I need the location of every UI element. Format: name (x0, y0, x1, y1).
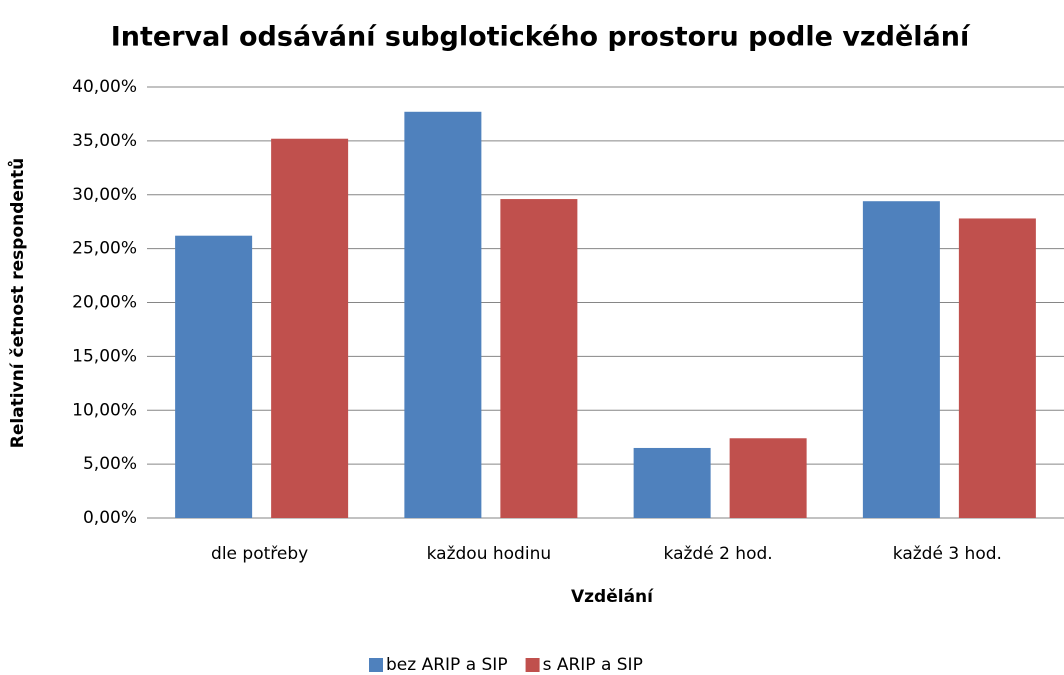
chart-title: Interval odsávání subglotického prostoru… (111, 22, 971, 53)
y-tick-label: 15,00% (72, 346, 137, 366)
x-axis-label: Vzdělání (571, 587, 654, 607)
y-tick-label: 25,00% (72, 239, 137, 259)
x-tick-label: dle potřeby (211, 544, 308, 564)
bar (862, 201, 940, 518)
bar (729, 438, 807, 518)
y-tick-label: 30,00% (72, 185, 137, 205)
bar (958, 218, 1036, 518)
y-tick-label: 40,00% (72, 77, 137, 97)
y-axis-label: Relativní četnost respondentů (6, 158, 28, 449)
bar (404, 111, 482, 518)
legend-swatch (369, 658, 383, 672)
bar (271, 138, 349, 518)
y-tick-label: 35,00% (72, 131, 137, 151)
y-tick-label: 20,00% (72, 293, 137, 313)
x-tick-label: každé 2 hod. (664, 544, 773, 564)
bar (175, 235, 253, 518)
x-tick-label: každou hodinu (427, 544, 552, 564)
legend-label: s ARIP a SIP (543, 655, 643, 675)
y-tick-label: 0,00% (83, 508, 137, 528)
y-tick-label: 5,00% (83, 454, 137, 474)
y-tick-label: 10,00% (72, 400, 137, 420)
x-tick-label: každé 3 hod. (893, 544, 1002, 564)
legend-label: bez ARIP a SIP (386, 655, 508, 675)
bar (633, 447, 711, 518)
bar (500, 199, 578, 518)
legend-swatch (525, 658, 540, 672)
